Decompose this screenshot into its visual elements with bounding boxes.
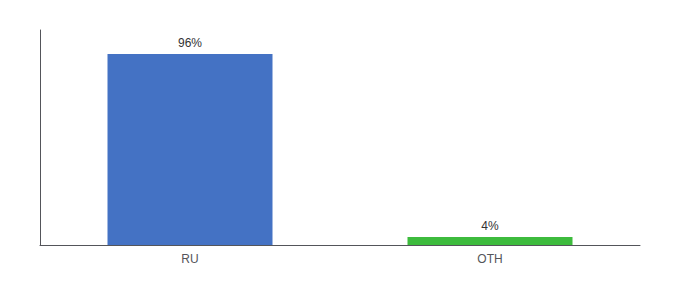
svg-text:RU: RU xyxy=(181,252,198,266)
svg-text:96%: 96% xyxy=(178,36,202,50)
svg-text:4%: 4% xyxy=(481,219,499,233)
svg-text:OTH: OTH xyxy=(477,252,502,266)
